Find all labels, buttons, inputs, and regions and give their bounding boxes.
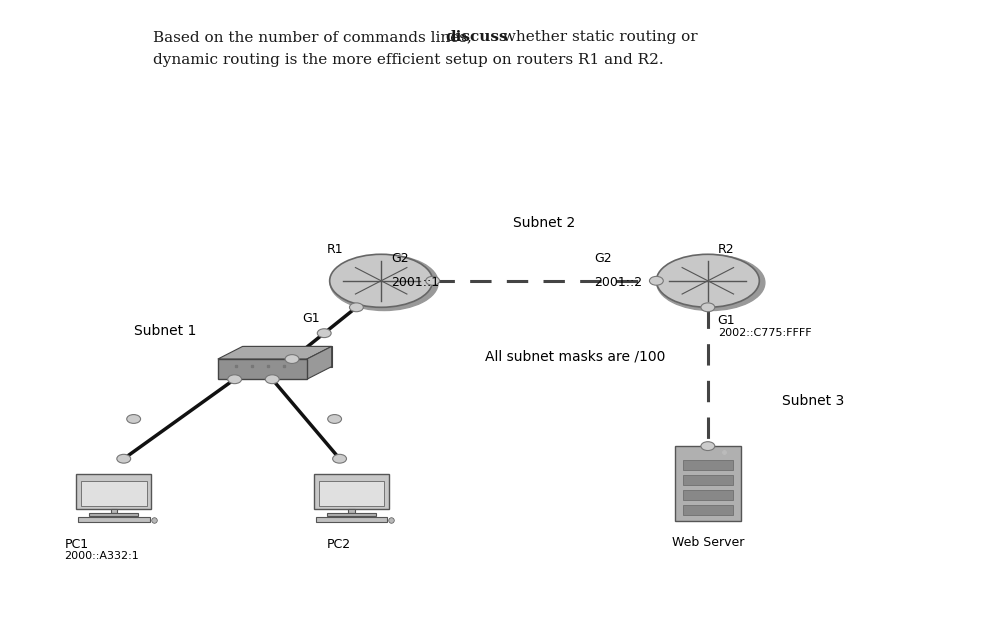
- Text: discuss: discuss: [446, 30, 508, 44]
- Text: G2: G2: [391, 252, 409, 265]
- FancyBboxPatch shape: [76, 474, 151, 509]
- Text: Subnet 1: Subnet 1: [134, 324, 196, 338]
- Ellipse shape: [330, 255, 439, 310]
- Text: R1: R1: [327, 242, 344, 256]
- Text: 2000::A332:1: 2000::A332:1: [64, 551, 140, 561]
- Text: PC2: PC2: [327, 538, 350, 551]
- FancyBboxPatch shape: [89, 513, 139, 516]
- Circle shape: [265, 375, 279, 384]
- Text: 2001::2: 2001::2: [594, 276, 643, 290]
- FancyBboxPatch shape: [327, 513, 376, 516]
- FancyBboxPatch shape: [81, 481, 147, 506]
- Text: Subnet 2: Subnet 2: [514, 216, 575, 230]
- FancyBboxPatch shape: [218, 359, 307, 379]
- FancyBboxPatch shape: [674, 446, 742, 521]
- FancyBboxPatch shape: [111, 509, 117, 513]
- Polygon shape: [307, 346, 332, 379]
- Ellipse shape: [330, 254, 433, 307]
- Circle shape: [701, 442, 715, 451]
- Text: G2: G2: [594, 252, 612, 265]
- Text: G1: G1: [718, 314, 736, 327]
- FancyBboxPatch shape: [319, 481, 384, 506]
- Text: 2001::1: 2001::1: [391, 276, 440, 290]
- Text: G1: G1: [302, 312, 320, 326]
- Text: 2002::C775:FFFF: 2002::C775:FFFF: [718, 328, 812, 338]
- Circle shape: [317, 329, 331, 338]
- Text: Web Server: Web Server: [671, 536, 744, 550]
- FancyBboxPatch shape: [314, 474, 389, 509]
- Polygon shape: [218, 346, 332, 359]
- Text: R2: R2: [718, 242, 735, 256]
- Ellipse shape: [656, 254, 759, 307]
- Circle shape: [228, 375, 242, 384]
- Circle shape: [701, 303, 715, 312]
- Circle shape: [285, 355, 299, 363]
- FancyBboxPatch shape: [682, 461, 734, 470]
- Circle shape: [349, 303, 363, 312]
- Ellipse shape: [656, 255, 765, 310]
- FancyBboxPatch shape: [682, 505, 734, 515]
- FancyBboxPatch shape: [78, 517, 149, 522]
- Circle shape: [649, 276, 663, 285]
- Circle shape: [117, 454, 131, 463]
- Circle shape: [127, 415, 141, 423]
- Polygon shape: [243, 346, 332, 367]
- Circle shape: [328, 415, 342, 423]
- Text: dynamic routing is the more efficient setup on routers R1 and R2.: dynamic routing is the more efficient se…: [153, 53, 664, 67]
- Text: whether static routing or: whether static routing or: [498, 30, 698, 44]
- FancyBboxPatch shape: [316, 517, 387, 522]
- Text: Subnet 3: Subnet 3: [782, 394, 844, 408]
- FancyBboxPatch shape: [682, 490, 734, 500]
- Text: Based on the number of commands lines,: Based on the number of commands lines,: [153, 30, 477, 44]
- Circle shape: [333, 454, 346, 463]
- Text: All subnet masks are /100: All subnet masks are /100: [485, 350, 665, 363]
- FancyBboxPatch shape: [348, 509, 354, 513]
- FancyBboxPatch shape: [682, 475, 734, 485]
- Circle shape: [426, 276, 440, 285]
- Text: PC1: PC1: [64, 538, 88, 551]
